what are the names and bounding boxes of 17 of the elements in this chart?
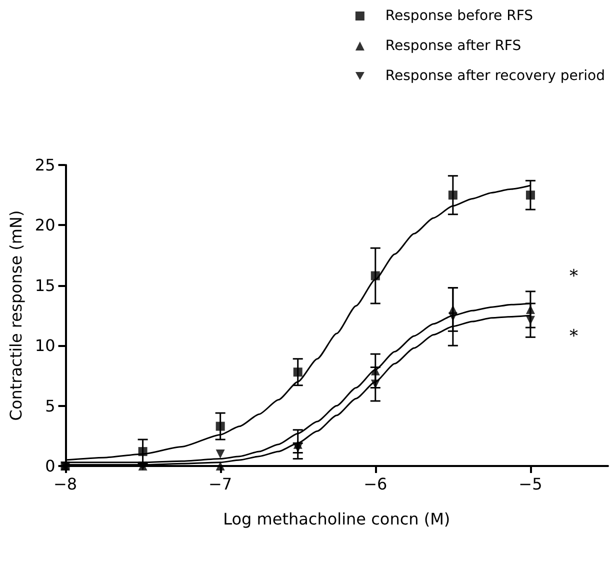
x-tick-label: −8 <box>53 474 78 494</box>
x-tick-label: −5 <box>518 474 542 494</box>
x-tick-label: −6 <box>364 474 388 494</box>
legend-label: Response after recovery period <box>385 68 606 84</box>
annotation: * <box>570 326 578 346</box>
y-tick-label: 15 <box>34 276 56 295</box>
y-tick-label: 10 <box>34 336 56 356</box>
y-tick-label: 0 <box>45 456 56 476</box>
y-tick-label: 25 <box>34 156 56 174</box>
x-axis-title: Log methacholine concn (M) <box>223 510 450 528</box>
x-tick-label: −7 <box>208 474 232 494</box>
legend-label: Response before RFS <box>385 8 534 24</box>
annotation: * <box>570 266 578 286</box>
y-axis-title: Contractile response (mN) <box>6 210 26 421</box>
y-tick-label: 20 <box>34 216 56 235</box>
y-tick-label: 5 <box>45 396 56 416</box>
legend-label: Response after RFS <box>385 38 522 54</box>
